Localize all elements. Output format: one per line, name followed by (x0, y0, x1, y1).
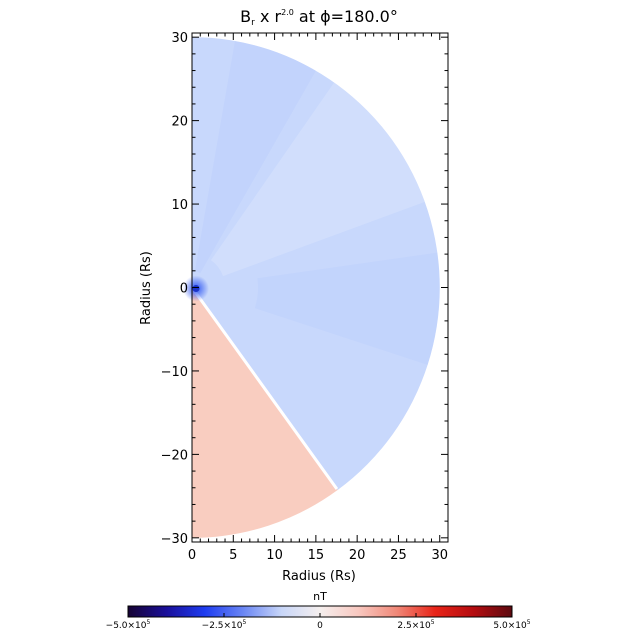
y-tick-label: 10 (171, 198, 188, 213)
x-tick-label: 10 (266, 548, 283, 563)
y-tick-label: 30 (171, 31, 188, 46)
colorbar-tick-label: 0 (317, 621, 323, 631)
y-tick-label: −20 (161, 448, 188, 463)
chart-title: Br x r2.0 at ϕ=180.0° (240, 7, 398, 28)
colorbar-tick-label: 2.5×105 (397, 619, 434, 631)
y-tick-label: −10 (161, 365, 188, 380)
plot-area (183, 37, 440, 538)
colorbar-tick-label: 5.0×105 (493, 619, 530, 631)
y-tick-label: −30 (161, 532, 188, 547)
dark-ray-region (194, 40, 316, 274)
colorbar-ticks: −5.0×105 −2.5×105 0 2.5×105 5.0×105 (106, 613, 531, 631)
sun-core (192, 285, 200, 292)
y-tick-label: 0 (180, 282, 188, 297)
light-ray-region-2 (254, 252, 440, 365)
light-ray-region-1 (210, 82, 425, 277)
negative-field-region (192, 37, 440, 491)
current-sheet-line (193, 289, 339, 490)
y-axis-label: Radius (Rs) (139, 251, 154, 325)
y-tick-label: 20 (171, 115, 188, 130)
x-tick-label: 15 (308, 548, 325, 563)
x-tick-label: 20 (349, 548, 366, 563)
colorbar-tick-label: −5.0×105 (106, 619, 151, 631)
x-tick-label: 30 (431, 548, 448, 563)
colorbar-tick-label: −2.5×105 (202, 619, 247, 631)
colorbar: nT −5.0×105 −2.5×105 0 2.5×105 5.0×105 (106, 590, 531, 631)
y-axis-ticks: 30 20 10 0 −10 −20 −30 (161, 31, 448, 547)
positive-field-region (192, 287, 338, 538)
colorbar-label: nT (313, 590, 327, 603)
x-tick-label: 5 (229, 548, 237, 563)
x-tick-label: 0 (188, 548, 196, 563)
x-axis-ticks: 0 5 10 15 20 25 30 (188, 33, 448, 563)
x-axis-label: Radius (Rs) (282, 569, 356, 584)
x-tick-label: 25 (390, 548, 407, 563)
